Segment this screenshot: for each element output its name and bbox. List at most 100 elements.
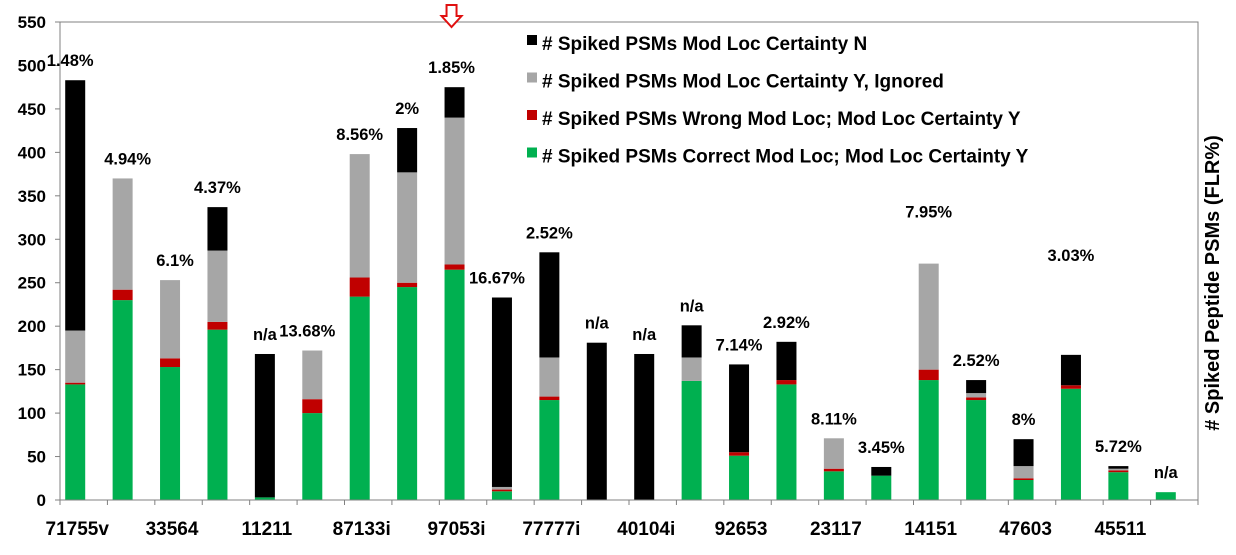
bar-segment — [491, 486, 512, 490]
bar-segment — [539, 252, 560, 358]
bar-segment — [539, 400, 560, 500]
y-tick-label: 50 — [27, 448, 46, 467]
x-tick-label: 23117 — [810, 519, 862, 540]
bar-segment — [65, 330, 86, 383]
data-label: 7.95% — [905, 204, 952, 222]
bar-segment — [207, 207, 228, 251]
bar-segment — [1060, 388, 1081, 500]
bar-segment — [254, 353, 275, 498]
x-tick-label: 97053i — [427, 519, 485, 540]
x-axis: 71755v 33564 11211 87133i 97053i 77777i 40104i… — [46, 499, 1199, 540]
x-tick-label: 77777i — [522, 519, 580, 540]
y-tick-label: 450 — [18, 100, 46, 119]
bar-segment — [823, 471, 844, 500]
data-label: 6.1% — [156, 252, 194, 270]
data-label: n/a — [1154, 464, 1179, 482]
y-axis-label: # Spiked Peptide PSMs (FLR%) — [1202, 135, 1224, 431]
bar-segment — [1013, 478, 1034, 481]
legend-swatch — [527, 110, 537, 120]
data-label: 2.52% — [526, 224, 573, 242]
bar-segment — [966, 397, 987, 401]
x-tick-label: 11211 — [242, 519, 293, 540]
bar-segment — [254, 497, 275, 500]
bar-segment — [729, 364, 750, 453]
bar-segment — [444, 264, 465, 270]
bar-segment — [729, 452, 750, 456]
bar-segment — [539, 357, 560, 397]
bars — [65, 80, 1176, 500]
legend-swatch — [527, 72, 537, 83]
bar-segment — [634, 353, 655, 500]
y-tick-label: 200 — [18, 317, 46, 336]
bar-segment — [397, 282, 418, 288]
x-tick-label: 47603 — [999, 519, 1052, 540]
bar-segment — [1060, 385, 1081, 389]
bar-segment — [1108, 468, 1129, 471]
bar-segment — [681, 357, 702, 381]
y-tick-label: 300 — [18, 230, 46, 249]
legend-label: # Spiked PSMs Mod Loc Certainty Y, Ignor… — [542, 72, 944, 93]
bar-segment — [539, 396, 560, 401]
bar-segment — [349, 296, 370, 500]
bar-segment — [871, 475, 892, 500]
bar-segment — [966, 400, 987, 500]
data-label: 3.45% — [858, 439, 905, 457]
bar-segment — [1108, 472, 1129, 500]
bar-segment — [918, 263, 939, 370]
data-label: 8.11% — [811, 410, 857, 428]
y-tick-label: 150 — [18, 361, 46, 380]
bar-segment — [1108, 470, 1129, 473]
bar-segment — [207, 321, 228, 330]
data-label: n/a — [632, 326, 657, 344]
bar-segment — [1013, 466, 1034, 479]
bar-segment — [112, 289, 133, 301]
x-tick-label: 92653 — [715, 519, 768, 540]
x-tick-label: 40104i — [617, 519, 675, 540]
x-tick-label: 87133i — [333, 519, 391, 540]
bar-segment — [823, 438, 844, 469]
data-label: 8% — [1012, 411, 1036, 429]
legend-label: # Spiked PSMs Correct Mod Loc; Mod Loc C… — [542, 147, 1029, 168]
legend: # Spiked PSMs Mod Loc Certainty N # Spike… — [527, 34, 1029, 168]
data-label: n/a — [253, 326, 278, 344]
y-tick-label: 350 — [18, 187, 46, 206]
bar-segment — [729, 455, 750, 500]
bar-segment — [1060, 354, 1081, 386]
bar-segment — [112, 300, 133, 500]
bar-segment — [65, 384, 86, 500]
bar-segment — [871, 466, 892, 476]
data-label: 13.68% — [279, 323, 335, 341]
data-label: 4.94% — [104, 150, 151, 168]
bar-segment — [349, 277, 370, 297]
y-tick-label: 550 — [18, 13, 46, 32]
legend-swatch — [527, 35, 537, 45]
y-axis: 0 50 100 150 200 250 300 350 400 450 500 550 — [18, 13, 61, 510]
data-label: 1.85% — [428, 59, 475, 77]
bar-segment — [776, 384, 797, 500]
bar-segment — [491, 297, 512, 487]
bar-segment — [1013, 439, 1034, 467]
highlight-marker — [439, 4, 464, 29]
bar-segment — [1013, 480, 1034, 500]
bar-segment — [65, 80, 86, 331]
bar-segment — [681, 325, 702, 358]
legend-swatch — [527, 147, 537, 158]
bar-segment — [302, 399, 323, 414]
bar-segment — [302, 350, 323, 400]
bar-segment — [160, 358, 181, 368]
data-label: 5.72% — [1095, 438, 1142, 456]
down-arrow-icon — [439, 4, 464, 29]
bar-segment — [1108, 466, 1129, 469]
data-label: n/a — [585, 315, 610, 333]
data-label: 2.52% — [953, 352, 1000, 370]
bar-segment — [586, 342, 607, 500]
legend-label: # Spiked PSMs Wrong Mod Loc; Mod Loc Cer… — [542, 109, 1021, 130]
x-tick-label: 45511 — [1094, 519, 1146, 540]
bar-segment — [491, 491, 512, 500]
y-tick-label: 500 — [18, 56, 46, 75]
bar-segment — [776, 380, 797, 385]
data-label: 7.14% — [716, 336, 763, 354]
bar-segment — [65, 382, 86, 385]
data-label: 2.92% — [763, 314, 810, 332]
